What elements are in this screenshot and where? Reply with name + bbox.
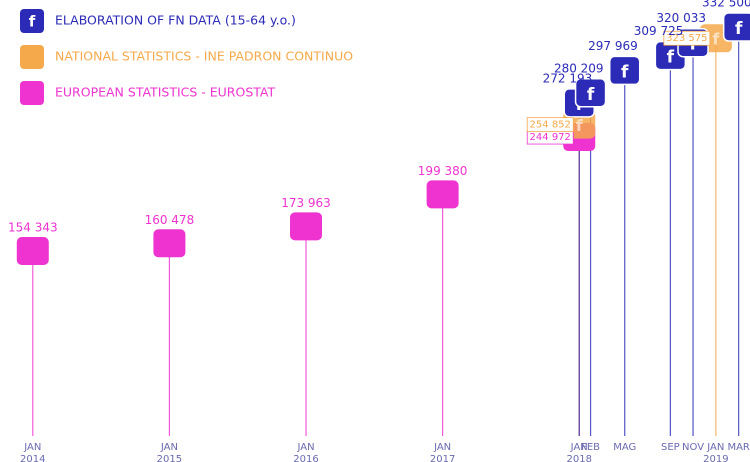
value-label: 244 972 (530, 132, 571, 143)
icon-f: f (587, 85, 595, 105)
x-tick-label: MAG (613, 442, 636, 453)
value-label: 320 033 (656, 11, 706, 25)
value-label: 160 478 (145, 213, 195, 227)
x-tick-label: SEP (661, 442, 680, 453)
eurostat-marker (426, 180, 459, 209)
icon-f: f (735, 19, 743, 39)
legend-label: ELABORATION OF FN DATA (15-64 y.o.) (55, 13, 296, 28)
stems (32, 27, 740, 436)
x-tick-label: JAN 2017 (430, 442, 455, 462)
eurostat-marker (153, 229, 186, 258)
legend-label: NATIONAL STATISTICS - INE PADRON CONTINU… (55, 49, 353, 64)
label-box (663, 30, 711, 46)
icon-f: f (667, 48, 675, 68)
legend-swatch (20, 9, 44, 33)
legend-swatch (20, 45, 44, 69)
eurostat-marker (290, 212, 323, 241)
value-label: 280 209 (554, 61, 604, 75)
value-label: 309 725 (634, 24, 684, 38)
value-label: 297 969 (588, 39, 638, 53)
fn-marker (722, 12, 750, 42)
x-tick-label: FEB (581, 442, 600, 453)
x-tick-label: JAN 2016 (293, 442, 318, 462)
x-tick-label: JAN 2018 (567, 442, 592, 462)
x-tick-label: MAR (727, 442, 749, 453)
eurostat-marker (16, 236, 49, 265)
legend-swatch (20, 81, 44, 105)
legend: f ELABORATION OF FN DATA (15-64 y.o.) NATI… (20, 9, 353, 105)
x-tick-label: JAN 2014 (20, 442, 45, 462)
icon-f: f (712, 30, 720, 49)
icon-f: f (621, 62, 629, 82)
fn-marker (574, 78, 607, 108)
icon-f: f (29, 13, 36, 31)
value-label: 154 343 (8, 220, 58, 234)
value-label: 199 380 (418, 164, 468, 178)
x-tick-label: JAN 2015 (157, 442, 182, 462)
value-label: 323 575 (666, 33, 707, 44)
legend-label: EUROPEAN STATISTICS - EUROSTAT (55, 85, 276, 100)
value-label: 254 852 (530, 120, 571, 131)
fn-marker (608, 55, 641, 86)
icon-f: f (576, 116, 584, 135)
value-label: 332 500 (702, 0, 750, 10)
label-box (526, 117, 574, 133)
value-label: 173 963 (281, 196, 331, 210)
x-tick-label: NOV (682, 442, 704, 453)
value-label: 272 193 (543, 71, 593, 85)
x-tick-label: JAN 2019 (703, 442, 728, 462)
